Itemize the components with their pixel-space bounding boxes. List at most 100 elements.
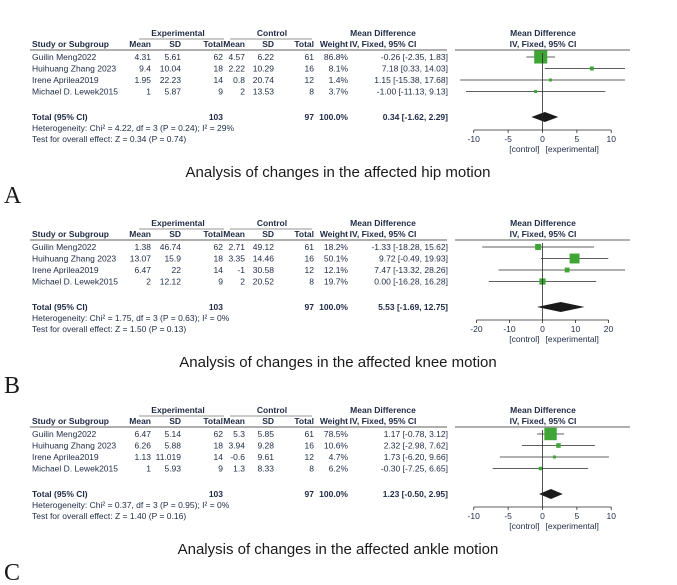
exp-mean-cell: 6.47	[134, 429, 151, 439]
total-weight: 100.0%	[319, 489, 348, 499]
ctl-total-cell: 12	[305, 452, 315, 462]
weight-cell: 10.6%	[324, 441, 349, 451]
exp-total-cell: 9	[218, 87, 223, 97]
study-effect-marker	[544, 427, 557, 441]
exp-total-cell: 18	[214, 441, 224, 451]
weight-cell: 86.8%	[324, 52, 349, 62]
study-name: Irene Aprilea2019	[32, 265, 99, 275]
ci-cell: 2.32 [-2.98, 7.62]	[384, 441, 448, 451]
plot-ci-header: IV, Fixed, 95% CI	[510, 39, 577, 49]
ctl-sd-cell: 13.53	[253, 87, 275, 97]
exp-total-cell: 14	[214, 265, 224, 275]
total-label: Total (95% CI)	[32, 112, 88, 122]
x-tick-label: 10	[571, 324, 581, 334]
exp-total-cell: 14	[214, 452, 224, 462]
weight-header: Weight	[320, 39, 348, 49]
study-effect-marker	[538, 466, 543, 471]
total-ctl-n: 97	[305, 489, 315, 499]
ctl-total-cell: 16	[305, 441, 315, 451]
ctl-total-cell: 61	[305, 429, 315, 439]
ci-header: IV, Fixed, 95% CI	[350, 229, 417, 239]
plot-header: Mean Difference	[510, 218, 576, 228]
plot-header: Mean Difference	[510, 28, 576, 38]
panel-letter: B	[4, 373, 20, 399]
panel-caption: Analysis of changes in the affected knee…	[179, 354, 496, 371]
ctl-total-cell: 12	[305, 265, 315, 275]
control-group-header: Control	[257, 405, 287, 415]
panel-caption: Analysis of changes in the affected hip …	[186, 164, 491, 181]
study-name: Huihuang Zhang 2023	[32, 254, 116, 264]
weight-cell: 50.1%	[324, 254, 349, 264]
ctl-total-cell: 12	[305, 75, 315, 85]
ctl-sd-cell: 14.46	[253, 254, 275, 264]
ctl-total-header: Total	[294, 229, 314, 239]
total-ctl-n: 97	[305, 302, 315, 312]
favours-control-label: [control]	[509, 334, 539, 344]
exp-mean-cell: 1.13	[134, 452, 151, 462]
ctl-total-cell: 8	[309, 87, 314, 97]
x-tick-label: -5	[504, 134, 512, 144]
exp-sd-cell: 5.61	[164, 52, 181, 62]
exp-mean-cell: 1.95	[134, 75, 151, 85]
study-name: Guilin Meng2022	[32, 242, 97, 252]
ctl-sd-cell: 20.52	[253, 277, 275, 287]
favours-experimental-label: [experimental]	[546, 521, 599, 531]
ctl-mean-cell: 2	[240, 277, 245, 287]
exp-mean-header: Mean	[129, 229, 151, 239]
exp-total-cell: 18	[214, 64, 224, 74]
study-name: Irene Aprilea2019	[32, 452, 99, 462]
mean-difference-header: Mean Difference	[350, 405, 416, 415]
ctl-mean-header: Mean	[223, 416, 245, 426]
mean-difference-header: Mean Difference	[350, 218, 416, 228]
weight-cell: 1.4%	[329, 75, 349, 85]
ctl-total-header: Total	[294, 39, 314, 49]
ctl-sd-cell: 10.29	[253, 64, 275, 74]
weight-cell: 4.7%	[329, 452, 349, 462]
exp-mean-header: Mean	[129, 416, 151, 426]
ctl-total-header: Total	[294, 416, 314, 426]
total-ci: 5.53 [-1.69, 12.75]	[378, 302, 448, 312]
ctl-mean-cell: -1	[237, 265, 245, 275]
study-name: Michael D. Lewek2015	[32, 277, 118, 287]
ci-cell: 7.18 [0.33, 14.03]	[382, 64, 448, 74]
study-effect-marker	[548, 78, 552, 82]
plot-header: Mean Difference	[510, 405, 576, 415]
x-tick-label: -10	[503, 324, 516, 334]
exp-total-cell: 14	[214, 75, 224, 85]
experimental-group-header: Experimental	[151, 218, 204, 228]
forest-plot-panel-c: Experimental Control Mean Difference Mean D…	[4, 405, 630, 585]
overall-effect-text: Test for overall effect: Z = 1.50 (P = 0…	[32, 324, 186, 334]
exp-sd-cell: 5.93	[164, 464, 181, 474]
ctl-sd-header: SD	[262, 416, 274, 426]
weight-cell: 3.7%	[329, 87, 349, 97]
total-ci: 1.23 [-0.50, 2.95]	[383, 489, 448, 499]
x-tick-label: -10	[468, 511, 481, 521]
ctl-sd-cell: 5.85	[257, 429, 274, 439]
study-column-header: Study or Subgroup	[32, 229, 109, 239]
weight-header: Weight	[320, 229, 348, 239]
study-name: Huihuang Zhang 2023	[32, 441, 116, 451]
pooled-effect-diamond	[539, 489, 563, 499]
ctl-total-cell: 16	[305, 254, 315, 264]
ctl-mean-cell: -0.6	[230, 452, 245, 462]
study-effect-marker	[534, 90, 538, 93]
ctl-mean-cell: 5.3	[233, 429, 245, 439]
exp-mean-cell: 2	[146, 277, 151, 287]
ci-cell: 9.72 [-0.49, 19.93]	[379, 254, 448, 264]
experimental-group-header: Experimental	[151, 405, 204, 415]
exp-total-header: Total	[203, 416, 223, 426]
ctl-mean-cell: 0.8	[233, 75, 245, 85]
mean-difference-header: Mean Difference	[350, 28, 416, 38]
ctl-mean-header: Mean	[223, 39, 245, 49]
ctl-mean-cell: 3.35	[228, 254, 245, 264]
exp-mean-cell: 6.47	[134, 265, 151, 275]
ctl-sd-cell: 6.22	[257, 52, 274, 62]
exp-total-cell: 9	[218, 464, 223, 474]
x-tick-label: 0	[540, 511, 545, 521]
exp-sd-cell: 5.88	[164, 441, 181, 451]
study-name: Guilin Meng2022	[32, 429, 97, 439]
favours-control-label: [control]	[509, 144, 539, 154]
overall-effect-text: Test for overall effect: Z = 1.40 (P = 0…	[32, 511, 186, 521]
total-ctl-n: 97	[305, 112, 315, 122]
x-tick-label: 5	[575, 134, 580, 144]
